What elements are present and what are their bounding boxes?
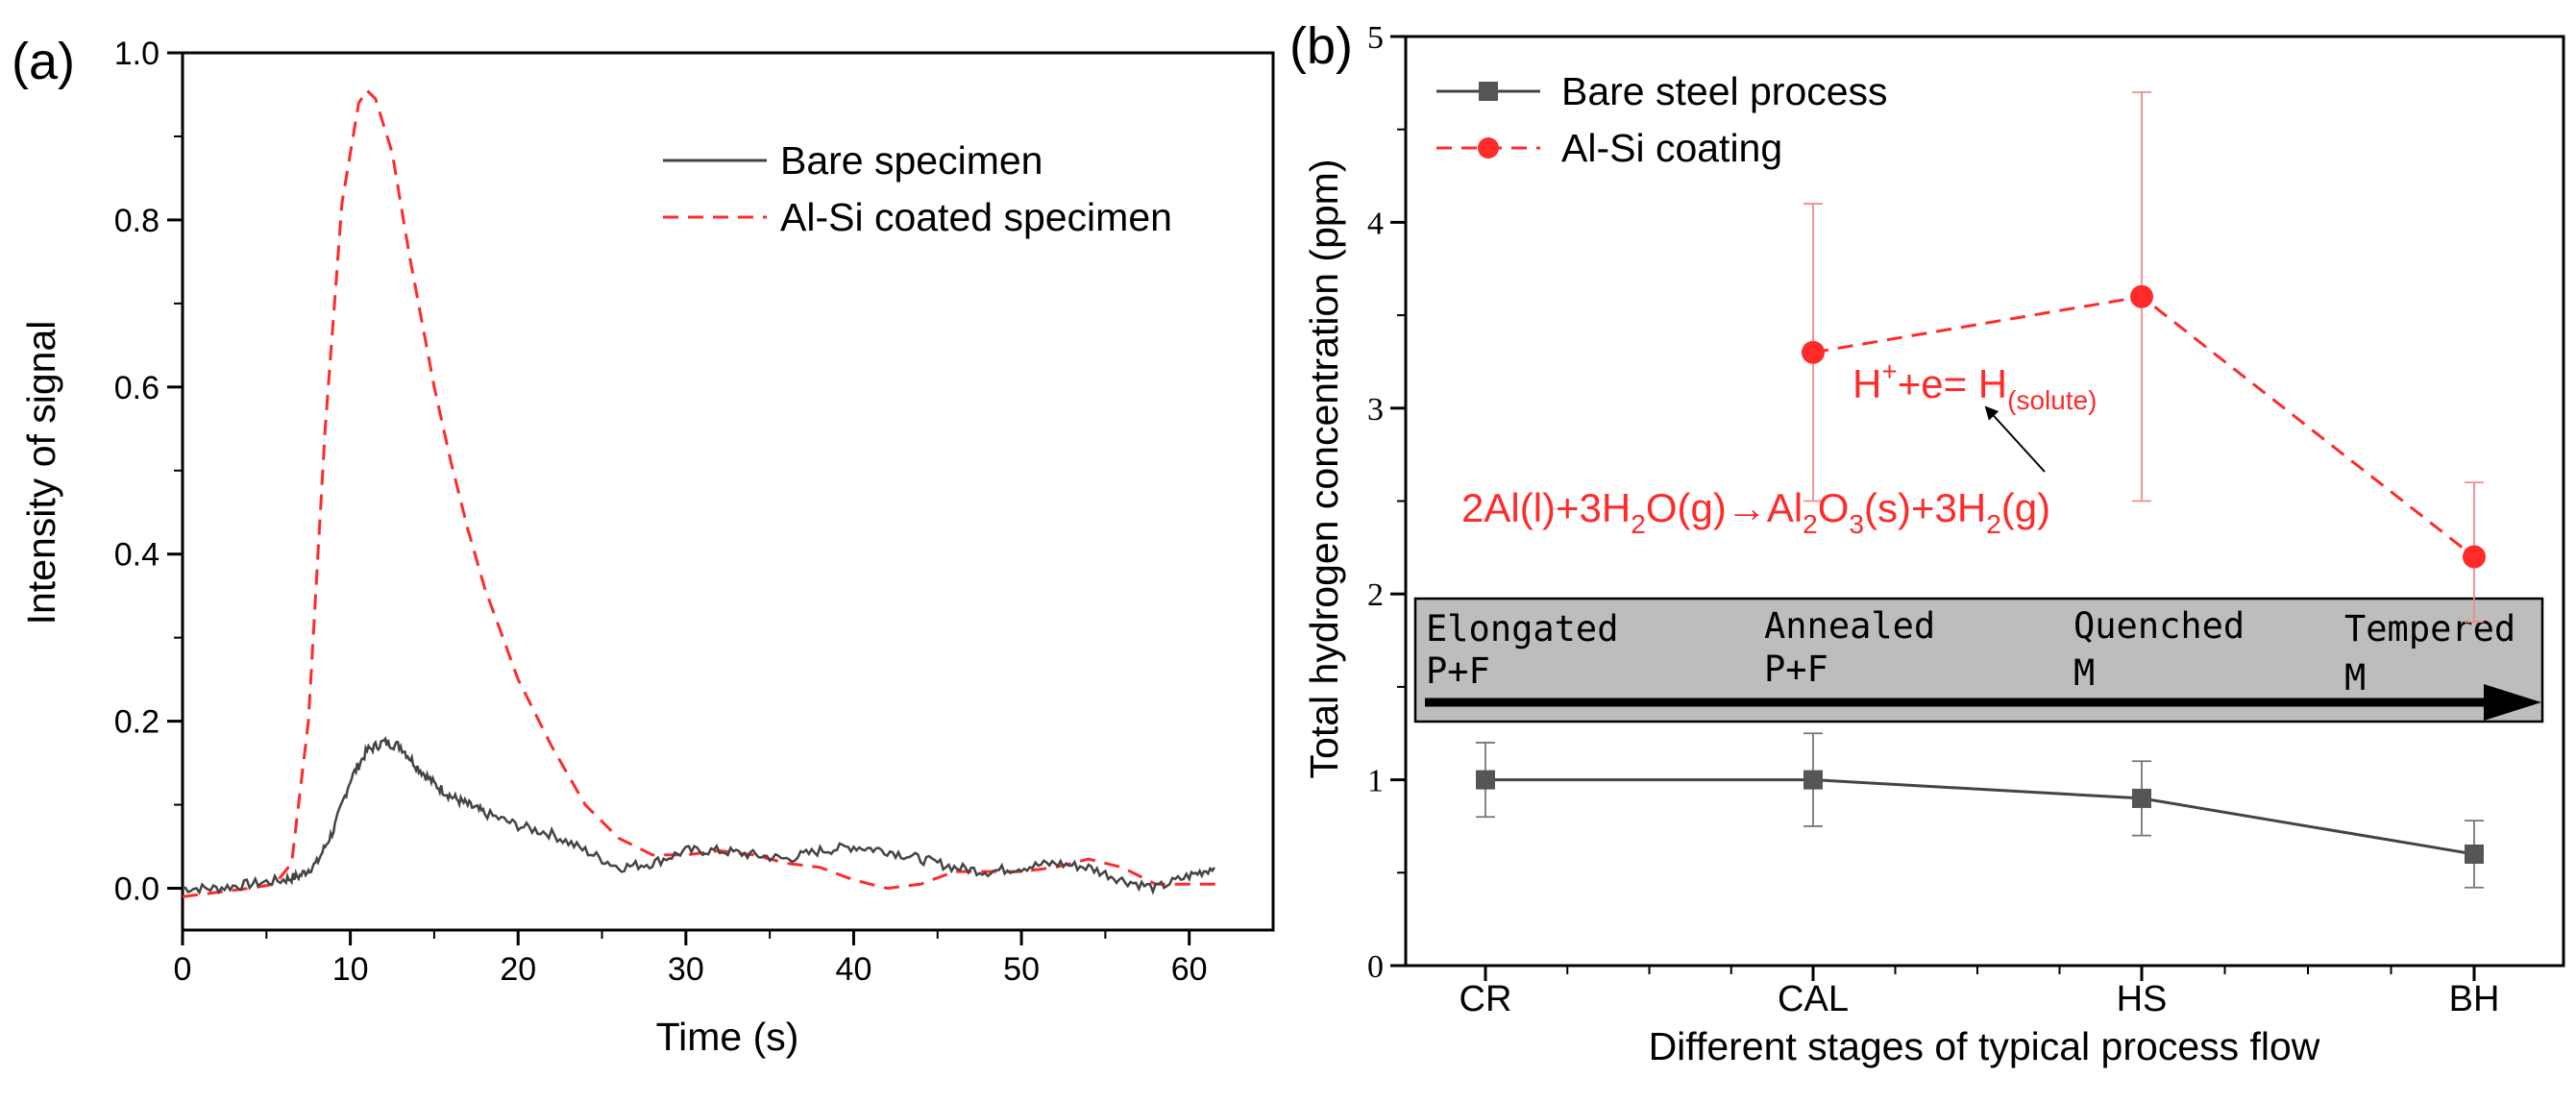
legend-bare-steel-marker [1479,82,1498,101]
point-bare-steel-process [1803,770,1823,790]
legend-alsi-coated-label: Al-Si coated specimen [780,195,1172,239]
y-tick-label: 3 [1367,392,1384,428]
x-tick-label: 50 [1003,951,1040,988]
x-tick-label: CAL [1778,979,1849,1019]
y-tick-label: 1.0 [114,36,159,72]
equation-link-arrow [1984,405,2046,473]
point-alsi-coating [2463,545,2486,569]
x-tick-label: HS [2117,979,2168,1019]
panel-b-legend: Bare steel process Al-Si coating [1436,69,1888,170]
point-alsi-coating [2130,284,2153,308]
legend-alsi-coating-marker [1478,137,1499,159]
process-flow-box: Elongated P+F Annealed P+F Quenched M Te… [1413,597,2544,723]
x-tick-label: 10 [332,951,369,988]
panel-a-plot-area [182,87,1223,898]
x-tick-label: 60 [1171,951,1208,988]
x-tick-label: 40 [836,951,872,988]
panel-b-label: (b) [1289,17,1353,75]
x-tick-label: 0 [174,951,192,988]
stage-2-name: Annealed [1764,605,1935,647]
legend-bare-steel-label: Bare steel process [1561,69,1888,113]
series-bare-steel-process [1485,778,2475,856]
process-flow-arrow-head [2484,684,2541,721]
stage-4-name: Tempered [2344,608,2515,650]
panel-b: (b) CR CAL HS BH 0 1 2 3 4 5 Elongated P+F Anneal… [1289,17,2565,1068]
panel-a-legend: Bare specimen Al-Si coated specimen [663,138,1172,239]
equation-aluminum-oxidation: 2Al(l)+3H2O(g)→Al2O3(s)+3H2(g) [1461,485,2050,539]
stage-3-name: Quenched [2073,605,2245,647]
legend-alsi-coating-label: Al-Si coating [1561,126,1782,170]
y-tick-label: 0.8 [114,203,159,239]
y-tick-label: 0.4 [114,537,159,574]
point-bare-steel-process [2132,788,2151,808]
stage-1-name: Elongated [1426,608,1618,650]
y-tick-label: 5 [1367,20,1384,56]
panel-b-x-axis-label: Different stages of typical process flow [1649,1024,2320,1068]
y-tick-label: 1 [1367,764,1384,799]
y-tick-label: 0.6 [114,370,159,406]
x-tick-label: 30 [668,951,704,988]
panel-b-y-axis-label: Total hydrogen concentration (ppm) [1302,159,1346,779]
point-bare-steel-process [2465,844,2484,864]
stage-1-phase: P+F [1426,650,1490,692]
y-tick-label: 0 [1367,949,1384,985]
legend-bare-specimen-label: Bare specimen [780,138,1043,183]
equation-hydrogen-reduction: H++e= H(solute) [1852,356,2098,415]
series-bare-specimen [182,736,1215,895]
panel-a-frame [181,51,1275,932]
panel-a: (a) 0 10 20 30 40 50 60 0.0 0.2 0.4 0.6 0.8 1.0 Time… [12,33,1275,1059]
panel-a-label: (a) [12,33,75,90]
y-tick-label: 4 [1367,206,1384,241]
point-alsi-coating [1802,340,1825,364]
stage-2-phase: P+F [1764,649,1828,690]
y-tick-label: 0.2 [114,704,159,741]
x-tick-label: BH [2449,979,2500,1019]
x-tick-label: CR [1460,979,1512,1019]
panel-b-axes: CR CAL HS BH 0 1 2 3 4 5 [1367,20,2499,1019]
point-bare-steel-process [1476,770,1495,790]
y-tick-label: 0.0 [114,871,159,908]
stage-3-phase: M [2073,652,2095,694]
y-tick-label: 2 [1367,577,1384,613]
panel-a-axes: 0 10 20 30 40 50 60 0.0 0.2 0.4 0.6 0.8 1.0 [114,36,1208,988]
panel-a-y-axis-label: Intensity of signal [19,321,63,625]
panel-b-plot-area [1476,91,2486,889]
panel-a-x-axis-label: Time (s) [656,1015,799,1059]
stage-4-phase: M [2344,657,2366,699]
x-tick-label: 20 [500,951,536,988]
